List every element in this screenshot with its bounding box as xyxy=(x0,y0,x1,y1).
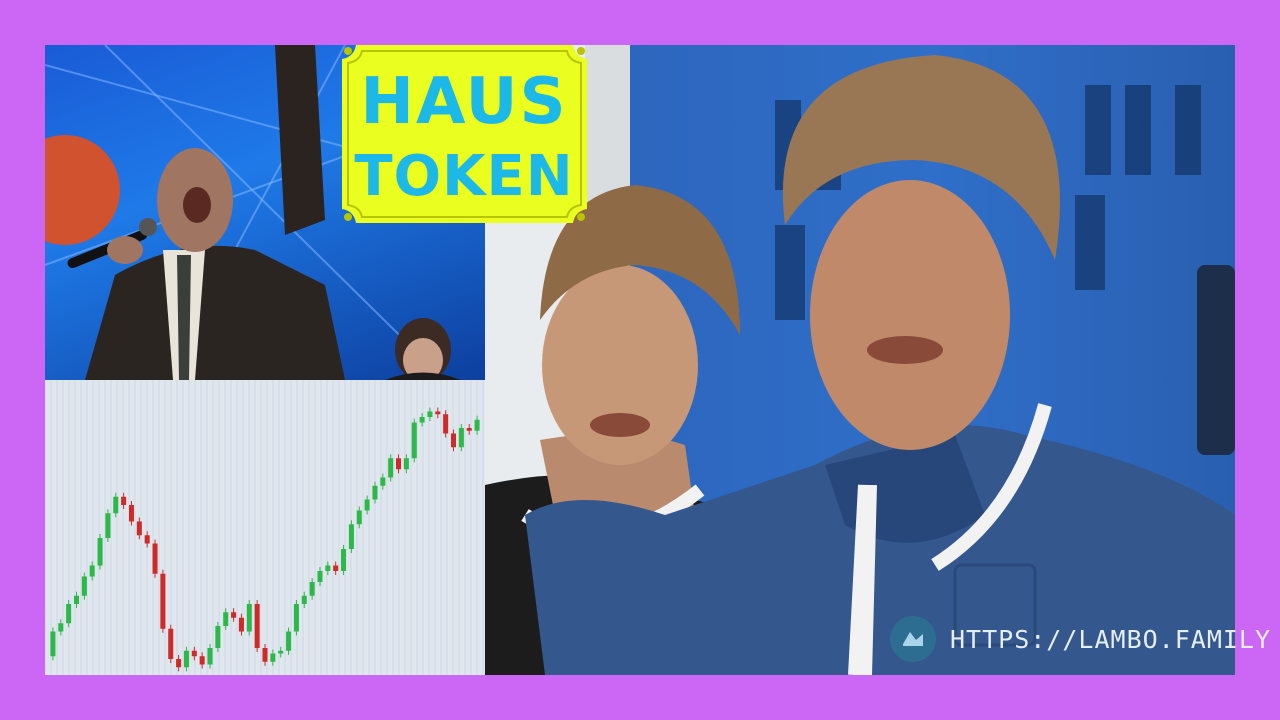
candle-up xyxy=(183,650,189,668)
candle-down xyxy=(121,496,127,505)
candle-down xyxy=(238,617,244,632)
candle-up xyxy=(403,458,409,470)
candle-up xyxy=(380,477,386,486)
candle-up xyxy=(293,604,299,632)
speaker-illustration xyxy=(45,45,485,380)
candle-up xyxy=(50,631,56,657)
candle-down xyxy=(168,628,174,659)
candle-down xyxy=(136,521,142,536)
candle-up xyxy=(81,576,87,596)
candle-up xyxy=(372,485,378,500)
candle-up xyxy=(270,653,276,662)
corner-ornament-icon xyxy=(344,213,352,221)
candlestick-chart xyxy=(45,380,485,675)
candle-up xyxy=(348,524,354,549)
candlestick-chart-svg xyxy=(45,380,484,675)
candle-down xyxy=(435,411,441,415)
candle-down xyxy=(450,433,457,448)
candle-down xyxy=(152,543,158,574)
candle-up xyxy=(309,582,315,596)
candle-up xyxy=(207,648,213,665)
candle-up xyxy=(246,604,252,632)
candle-down xyxy=(176,659,182,668)
candle-up xyxy=(356,510,362,525)
candle-down xyxy=(128,505,134,522)
candle-up xyxy=(301,595,307,604)
candle-up xyxy=(89,565,95,577)
candle-up xyxy=(97,538,103,566)
candle-down xyxy=(254,604,260,648)
site-url-row[interactable]: HTTPS://LAMBO.FAMILY xyxy=(890,615,1271,663)
candle-up xyxy=(411,422,417,459)
candle-up xyxy=(278,650,284,654)
candle-down xyxy=(396,458,402,470)
candle-up xyxy=(105,513,111,538)
corner-ornament-icon xyxy=(577,213,585,221)
candle-up xyxy=(215,626,221,648)
haus-token-logo: HAUS TOKEN xyxy=(342,45,587,223)
corner-ornament-icon xyxy=(577,47,585,55)
candle-up xyxy=(325,565,331,571)
candle-up xyxy=(419,417,425,423)
candle-up xyxy=(458,428,464,448)
candle-up xyxy=(317,571,323,582)
candle-up xyxy=(427,411,433,417)
brand-logo-icon xyxy=(890,616,936,662)
site-url-link[interactable]: HTTPS://LAMBO.FAMILY xyxy=(950,624,1272,654)
twins-illustration xyxy=(485,45,1235,675)
candle-down xyxy=(231,612,237,618)
candle-up xyxy=(113,496,119,514)
twins-photo xyxy=(485,45,1235,675)
candle-down xyxy=(262,648,268,662)
logo-line-1: HAUS xyxy=(360,65,567,139)
candle-up xyxy=(223,612,229,626)
candle-up xyxy=(58,623,64,632)
candle-up xyxy=(474,419,480,431)
candle-down xyxy=(144,535,150,544)
candle-up xyxy=(388,458,394,478)
candle-up xyxy=(286,631,292,651)
candle-down xyxy=(466,428,472,431)
corner-ornament-icon xyxy=(344,47,352,55)
candle-up xyxy=(341,549,347,571)
candle-up xyxy=(66,604,72,624)
candle-up xyxy=(73,595,80,604)
logo-line-2: TOKEN xyxy=(354,144,573,209)
candle-down xyxy=(199,656,205,665)
candle-down xyxy=(443,414,449,434)
candle-up xyxy=(364,499,370,511)
candle-down xyxy=(160,573,166,629)
candle-down xyxy=(333,565,339,571)
candle-down xyxy=(191,650,197,657)
